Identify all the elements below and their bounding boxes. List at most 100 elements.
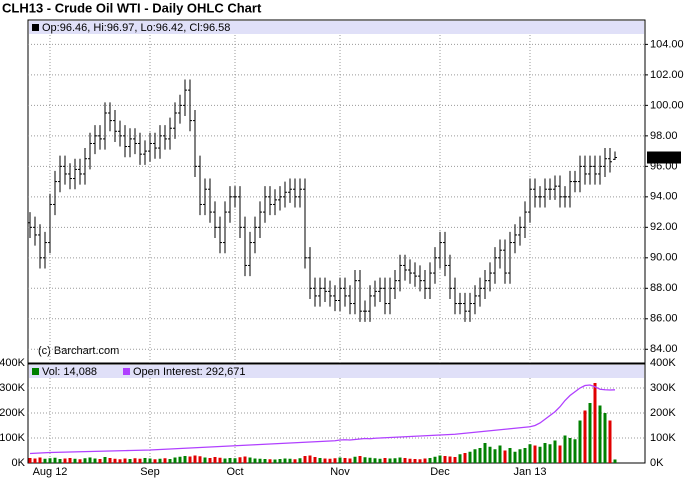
y-tick-label: 300K bbox=[0, 382, 26, 394]
y-tick-label: 100K bbox=[650, 432, 676, 444]
volume-bar bbox=[578, 420, 582, 463]
legend-swatch bbox=[32, 24, 39, 31]
legend-swatch bbox=[123, 368, 130, 375]
volume-bar bbox=[538, 446, 542, 463]
volume-bar bbox=[33, 458, 37, 463]
volume-bar bbox=[318, 458, 322, 463]
x-tick-label: Nov bbox=[330, 466, 350, 478]
y-tick-label: 0K bbox=[650, 457, 664, 469]
y-tick-label: 92.00 bbox=[650, 221, 678, 233]
volume-bar bbox=[583, 410, 587, 463]
volume-bar bbox=[58, 459, 62, 463]
volume-bar bbox=[123, 458, 127, 463]
volume-bar bbox=[43, 458, 47, 463]
volume-bar bbox=[358, 456, 362, 463]
volume-bar bbox=[133, 458, 137, 463]
legend-swatch bbox=[32, 368, 39, 375]
volume-bar bbox=[588, 403, 592, 463]
volume-bar bbox=[388, 458, 392, 463]
x-tick-label: Dec bbox=[430, 466, 450, 478]
x-tick-label: Aug 12 bbox=[33, 466, 68, 478]
volume-bar bbox=[323, 458, 327, 463]
volume-bar bbox=[313, 457, 317, 463]
volume-bar bbox=[613, 459, 617, 463]
volume-bar bbox=[453, 457, 457, 463]
volume-bar bbox=[248, 457, 252, 463]
volume-bar bbox=[488, 446, 492, 463]
volume-bar bbox=[468, 451, 472, 463]
volume-bar bbox=[118, 459, 122, 463]
volume-bar bbox=[423, 458, 427, 463]
volume-bar bbox=[328, 458, 332, 463]
volume-bar bbox=[418, 459, 422, 463]
volume-bar bbox=[548, 444, 552, 463]
volume-bar bbox=[113, 458, 117, 463]
volume-bar bbox=[368, 457, 372, 463]
volume-bar bbox=[428, 458, 432, 463]
volume-bar bbox=[363, 457, 367, 463]
volume-bar bbox=[383, 458, 387, 463]
oi-legend: Open Interest: 292,671 bbox=[133, 366, 246, 378]
volume-bar bbox=[303, 456, 307, 463]
volume-bar bbox=[473, 449, 477, 463]
volume-bar bbox=[143, 458, 147, 463]
volume-bar bbox=[128, 459, 132, 463]
volume-bar bbox=[68, 458, 72, 463]
volume-bar bbox=[403, 458, 407, 463]
y-tick-label: 84.00 bbox=[650, 343, 678, 355]
y-tick-label: 100.00 bbox=[650, 99, 684, 111]
volume-bar bbox=[138, 458, 142, 463]
x-tick-label: Sep bbox=[140, 466, 160, 478]
volume-bar bbox=[498, 445, 502, 463]
volume-bar bbox=[148, 458, 152, 463]
volume-bar bbox=[408, 458, 412, 463]
volume-bar bbox=[218, 457, 222, 463]
volume-bar bbox=[333, 458, 337, 463]
volume-bar bbox=[258, 458, 262, 463]
volume-bar bbox=[173, 457, 177, 463]
last-price-box bbox=[647, 151, 681, 164]
volume-bar bbox=[608, 420, 612, 463]
volume-bar bbox=[238, 457, 242, 463]
volume-bar bbox=[153, 459, 157, 463]
y-tick-label: 88.00 bbox=[650, 282, 678, 294]
volume-bar bbox=[353, 456, 357, 463]
volume-bar bbox=[308, 455, 312, 463]
volume-bar bbox=[103, 457, 107, 463]
volume-bar bbox=[458, 454, 462, 463]
y-tick-label: 90.00 bbox=[650, 252, 678, 264]
volume-bar bbox=[413, 459, 417, 463]
volume-bar bbox=[593, 383, 597, 463]
volume-bar bbox=[243, 456, 247, 463]
y-tick-label: 200K bbox=[650, 407, 676, 419]
volume-bar bbox=[573, 439, 577, 463]
volume-bar bbox=[478, 448, 482, 463]
oi-line bbox=[29, 384, 616, 455]
y-tick-label: 100K bbox=[0, 432, 26, 444]
volume-bar bbox=[48, 458, 52, 463]
y-tick-label: 400K bbox=[650, 357, 676, 369]
volume-bar bbox=[168, 459, 172, 463]
volume-bar bbox=[543, 443, 547, 463]
volume-bar bbox=[568, 438, 572, 463]
volume-bar bbox=[163, 458, 167, 463]
y-tick-label: 86.00 bbox=[650, 313, 678, 325]
volume-bar bbox=[298, 458, 302, 463]
volume-bar bbox=[443, 456, 447, 463]
volume-bar bbox=[213, 457, 217, 463]
volume-bar bbox=[518, 449, 522, 463]
volume-bar bbox=[448, 456, 452, 463]
y-tick-label: 102.00 bbox=[650, 69, 684, 81]
volume-bar bbox=[183, 456, 187, 463]
volume-bar bbox=[293, 459, 297, 463]
y-tick-label: 300K bbox=[650, 382, 676, 394]
volume-bar bbox=[228, 458, 232, 463]
volume-bar bbox=[603, 413, 607, 463]
volume-bar bbox=[343, 458, 347, 463]
volume-bar bbox=[208, 458, 212, 463]
volume-legend: Vol: 14,088 bbox=[42, 366, 97, 378]
volume-bar bbox=[523, 448, 527, 463]
volume-bar bbox=[553, 440, 557, 463]
volume-bar bbox=[438, 455, 442, 463]
volume-bar bbox=[223, 458, 227, 463]
